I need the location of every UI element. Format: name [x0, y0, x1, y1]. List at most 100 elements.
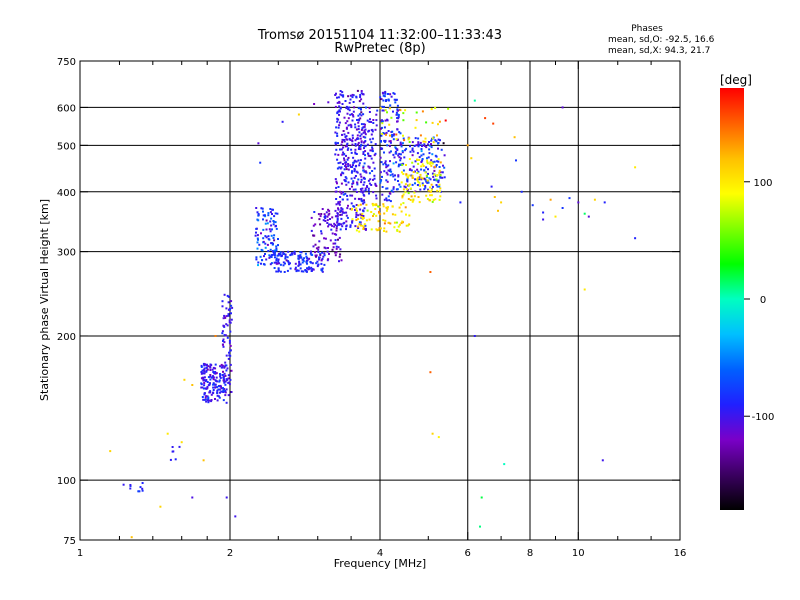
data-point: [200, 382, 203, 385]
data-point: [335, 247, 338, 250]
data-point: [343, 211, 346, 214]
data-point: [225, 323, 228, 326]
data-point: [282, 264, 285, 267]
data-point: [470, 157, 473, 160]
data-point: [327, 247, 329, 249]
data-point: [216, 394, 219, 397]
data-point: [218, 380, 221, 383]
data-point: [384, 162, 387, 164]
data-point: [433, 169, 436, 172]
data-point: [351, 93, 354, 96]
data-point: [424, 186, 427, 189]
data-point: [317, 263, 320, 266]
data-point: [297, 264, 300, 267]
data-point: [392, 134, 395, 137]
data-point: [321, 267, 324, 270]
data-point: [336, 101, 339, 104]
data-point: [425, 194, 428, 197]
data-point: [401, 142, 404, 145]
data-point: [362, 169, 365, 172]
data-point: [207, 396, 210, 399]
data-point: [337, 207, 339, 210]
data-point: [370, 121, 373, 123]
data-point: [422, 184, 425, 187]
data-point: [314, 251, 317, 254]
data-point: [352, 164, 354, 167]
data-point: [459, 201, 462, 204]
data-point: [397, 117, 400, 120]
data-point: [431, 153, 434, 156]
data-point: [109, 450, 112, 453]
data-point: [421, 182, 424, 185]
data-point: [355, 219, 358, 221]
data-point: [411, 177, 414, 179]
data-point: [322, 219, 325, 222]
data-point: [268, 254, 271, 257]
data-point: [372, 215, 374, 217]
data-point: [364, 145, 367, 148]
data-point: [346, 142, 349, 145]
data-point: [344, 136, 347, 138]
data-point: [358, 230, 361, 233]
data-point: [335, 186, 338, 189]
data-point: [404, 186, 407, 189]
data-point: [222, 389, 225, 392]
data-point: [394, 101, 397, 104]
data-point: [402, 169, 405, 172]
x-tick-label: 4: [377, 548, 383, 559]
data-point: [227, 308, 230, 311]
data-point: [398, 163, 400, 166]
data-point: [370, 133, 373, 136]
data-point: [335, 198, 338, 200]
data-point: [321, 270, 324, 273]
data-point: [587, 215, 590, 218]
data-point: [374, 182, 377, 185]
data-point: [367, 187, 370, 190]
data-point: [437, 179, 440, 182]
data-point: [336, 120, 339, 123]
data-point: [271, 213, 273, 215]
data-point: [355, 211, 358, 214]
data-point: [214, 335, 217, 337]
data-point: [497, 209, 499, 212]
data-point: [228, 341, 231, 344]
data-point: [225, 364, 228, 367]
data-point: [424, 171, 427, 174]
data-point: [338, 202, 341, 205]
data-point: [338, 121, 341, 124]
data-point: [360, 144, 363, 147]
data-point: [382, 203, 385, 206]
data-point: [429, 162, 432, 165]
data-point: [400, 143, 403, 146]
data-point: [542, 211, 545, 214]
data-point: [203, 382, 206, 384]
data-point: [340, 259, 343, 262]
data-point: [275, 227, 278, 230]
data-point: [337, 96, 340, 99]
data-point: [275, 270, 278, 273]
data-point: [364, 189, 367, 191]
data-point: [226, 367, 229, 370]
data-point: [418, 159, 421, 161]
data-point: [370, 157, 373, 160]
data-point: [350, 171, 353, 174]
data-point: [280, 255, 283, 258]
data-point: [411, 174, 414, 177]
colorbar-tick-label: -100: [752, 412, 775, 423]
y-tick-label: 400: [57, 188, 76, 199]
data-point: [427, 168, 429, 171]
data-point: [351, 139, 353, 142]
data-point: [318, 240, 321, 243]
data-point: [262, 240, 265, 243]
data-point: [402, 202, 405, 205]
data-point: [334, 254, 337, 257]
data-point: [389, 141, 392, 144]
data-point: [205, 400, 208, 403]
data-point: [368, 120, 371, 123]
data-point: [340, 182, 343, 185]
data-point: [302, 260, 305, 263]
data-point: [391, 173, 394, 176]
data-point: [345, 105, 348, 108]
data-point: [422, 153, 425, 156]
data-point: [421, 158, 424, 160]
